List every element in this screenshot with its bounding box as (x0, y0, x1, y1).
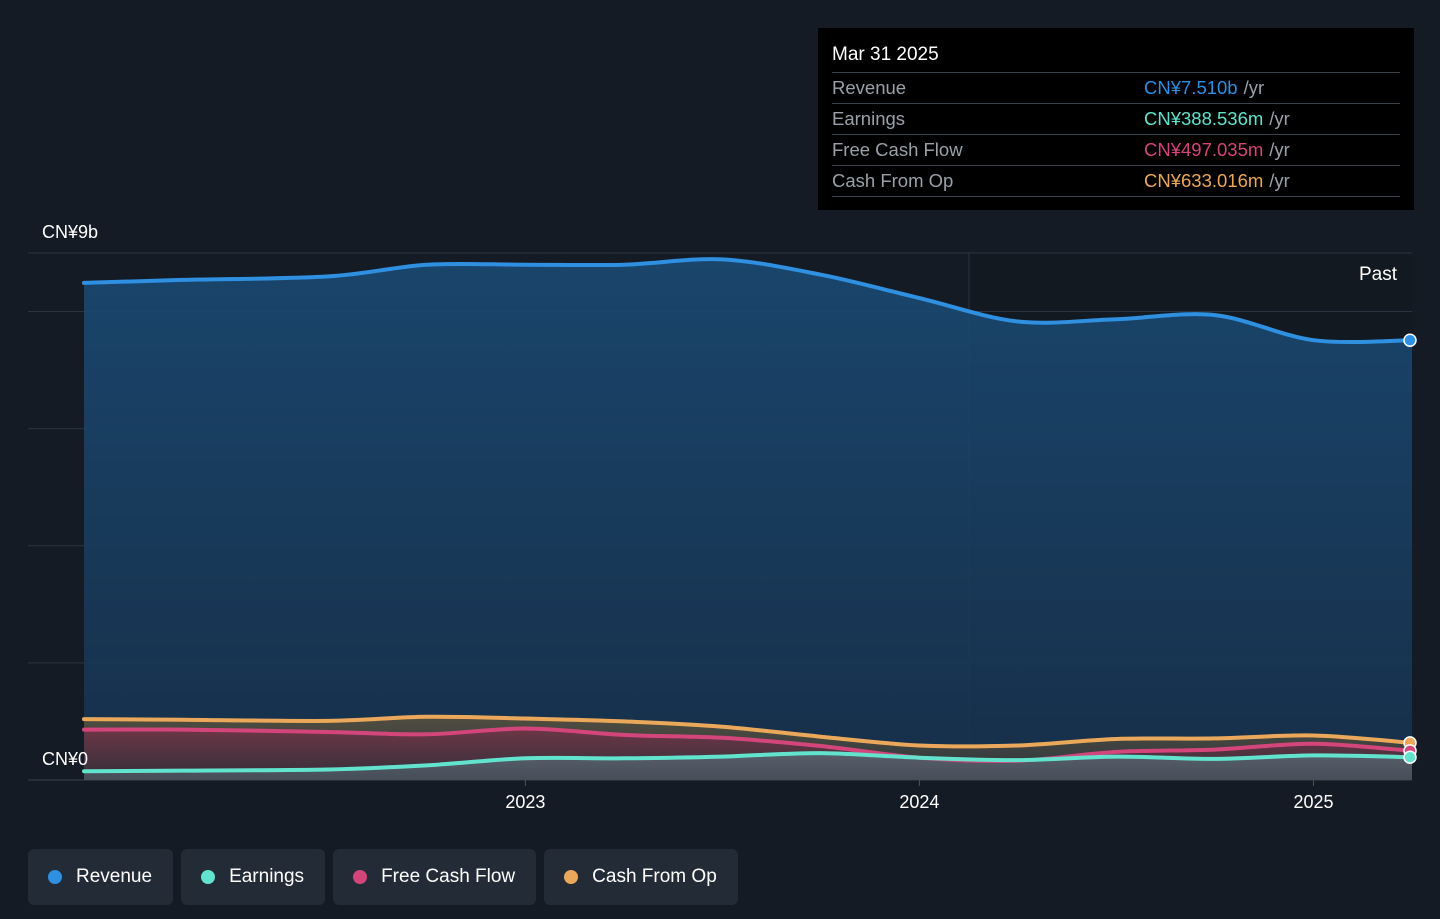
tooltip: Mar 31 2025 Revenue CN¥7.510b /yr Earnin… (818, 28, 1414, 210)
earnings-area (84, 753, 1412, 780)
tooltip-label: Earnings (832, 108, 906, 129)
tooltip-row-free-cash-flow: Free Cash Flow CN¥497.035m /yr (832, 134, 1400, 165)
tooltip-date: Mar 31 2025 (832, 44, 939, 65)
x-tick-label: 2023 (505, 792, 545, 812)
legend-label: Earnings (229, 866, 305, 887)
tooltip-row-cash-from-op: Cash From Op CN¥633.016m /yr (832, 165, 1400, 197)
tooltip-value: CN¥497.035m (1144, 139, 1264, 160)
tooltip-unit: /yr (1243, 77, 1265, 98)
legend-label: Cash From Op (592, 866, 717, 887)
legend-item-earnings[interactable]: Earnings (181, 849, 326, 905)
y-tick-label: CN¥9b (42, 222, 98, 242)
revenue-area (84, 259, 1412, 780)
past-label: Past (1359, 264, 1398, 285)
tooltip-value: CN¥633.016m (1144, 170, 1264, 191)
legend-label: Free Cash Flow (381, 866, 516, 887)
tooltip-unit: /yr (1269, 139, 1290, 160)
series-endpoints (1403, 333, 1417, 764)
legend-dot-icon (353, 870, 368, 884)
legend-dot-icon (201, 870, 216, 884)
tooltip-unit: /yr (1269, 108, 1290, 129)
legend-dot-icon (48, 870, 62, 884)
legend-label: Revenue (76, 866, 153, 887)
legend: Revenue Earnings Free Cash Flow Cash Fro… (28, 849, 738, 905)
series-areas (84, 259, 1412, 780)
tooltip-label: Free Cash Flow (832, 139, 963, 160)
cash-from-op-line (82, 714, 1414, 749)
tooltip-row-revenue: Revenue CN¥7.510b /yr (832, 72, 1400, 103)
legend-item-revenue[interactable]: Revenue (28, 849, 174, 905)
tooltip-label: Revenue (832, 77, 907, 98)
tooltip-value: CN¥388.536m (1144, 108, 1264, 129)
revenue-endpoint (1403, 333, 1417, 347)
tooltip-row-earnings: Earnings CN¥388.536m /yr (832, 103, 1400, 134)
revenue-line (82, 257, 1414, 345)
tooltip-value: CN¥7.510b (1144, 77, 1238, 98)
earnings-endpoint (1403, 750, 1417, 764)
y-tick-labels: CN¥9b CN¥0 (42, 222, 98, 769)
x-tick-labels: 2023 2024 2025 (505, 780, 1334, 812)
tooltip-unit: /yr (1269, 170, 1290, 191)
legend-dot-icon (564, 870, 579, 884)
x-tick-label: 2025 (1293, 792, 1333, 812)
series-lines (82, 257, 1414, 774)
legend-item-free-cash-flow[interactable]: Free Cash Flow (333, 849, 537, 905)
earnings-line (82, 751, 1414, 774)
free-cash-flow-line (82, 726, 1414, 763)
x-tick-label: 2024 (899, 792, 939, 812)
tooltip-label: Cash From Op (832, 170, 954, 191)
legend-item-cash-from-op[interactable]: Cash From Op (544, 849, 738, 905)
y-tick-label: CN¥0 (42, 749, 88, 769)
